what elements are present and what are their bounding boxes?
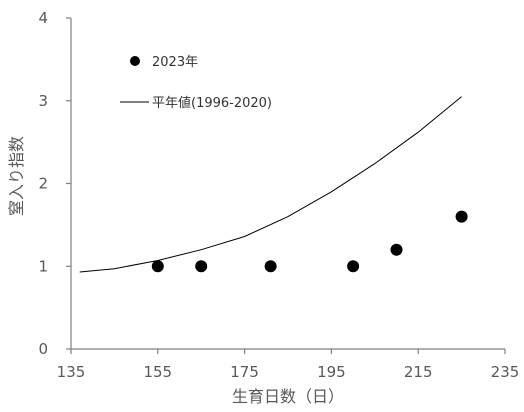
data-point-2023 [390,243,403,256]
data-point-2023 [455,210,468,223]
series-points-group [151,210,468,273]
data-point-2023 [195,260,208,273]
x-tick-label: 155 [143,363,172,381]
y-tick-label: 2 [38,175,48,193]
normal-year-line [79,96,462,273]
series-line-group [79,96,462,273]
legend-label-2023: 2023年 [152,55,198,70]
axes: 0 1 2 3 4 135 155 175 195 215 235 [38,9,519,381]
x-tick-label: 235 [491,363,520,381]
legend-marker-2023 [130,56,140,66]
legend-label-normal-year: 平年値(1996-2020) [152,95,272,111]
y-tick-label: 4 [38,9,48,27]
x-tick-label: 175 [230,363,259,381]
y-tick-label: 1 [38,257,48,275]
data-point-2023 [264,260,277,273]
x-axis-title: 生育日数（日） [232,387,344,406]
y-axis-title: 窒入り指数 [7,136,26,216]
y-tick-label: 0 [38,340,48,358]
x-tick-label: 135 [57,363,86,381]
x-tick-label: 215 [404,363,433,381]
data-point-2023 [151,260,164,273]
data-point-2023 [347,260,360,273]
x-tick-label: 195 [317,363,346,381]
y-tick-label: 3 [38,92,48,110]
